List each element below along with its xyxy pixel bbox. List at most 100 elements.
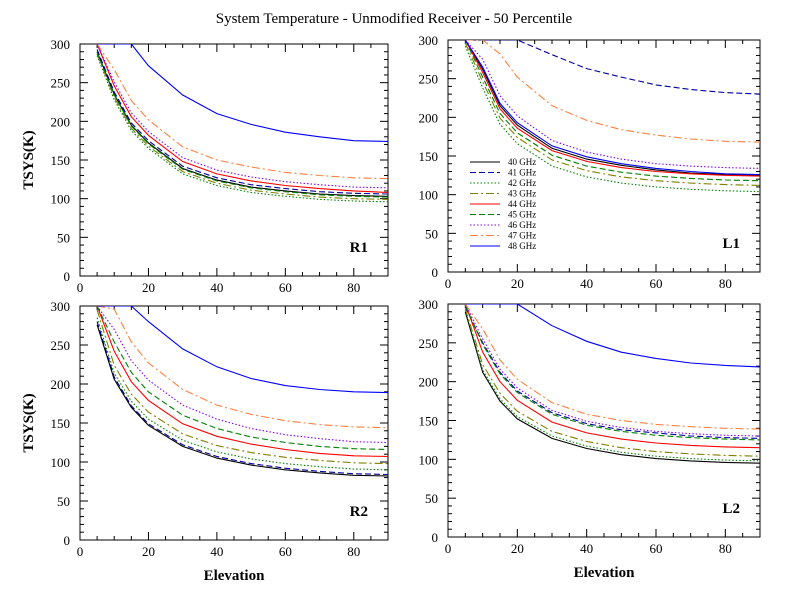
legend-entry: 47 GHz (508, 231, 536, 241)
panel-label: L1 (722, 236, 740, 252)
series-line-42-ghz (464, 310, 760, 462)
y-tick-label: 0 (432, 530, 439, 545)
series-line-41-ghz (465, 40, 760, 95)
series-line-46-ghz (464, 304, 760, 437)
series-line-42-ghz (464, 45, 760, 193)
series-group (96, 306, 388, 477)
series-line-47-ghz (465, 40, 760, 143)
legend-entry: 44 GHz (508, 199, 536, 209)
plot-frame (79, 305, 389, 541)
series-line-40-ghz (96, 324, 388, 477)
panel-l2: 0 20 40 60 80 0 50 100 150 200 250 300 L2 Elevation (419, 297, 761, 581)
legend-entry: 42 GHz (508, 178, 536, 188)
x-tick-label: 80 (719, 541, 732, 556)
legend-entry: 48 GHz (508, 241, 536, 251)
y-tick-label: 150 (419, 149, 439, 164)
x-tick-label: 60 (650, 541, 663, 556)
panel-label: L2 (722, 501, 740, 517)
y-tick-label: 150 (51, 416, 71, 431)
x-tick-label: 20 (511, 541, 524, 556)
series-group (96, 44, 388, 203)
series-line-45-ghz (96, 306, 388, 451)
x-tick-label: 40 (580, 541, 593, 556)
y-tick-label: 300 (51, 299, 71, 314)
x-tick-label: 40 (210, 544, 223, 559)
legend-entry: 41 GHz (508, 168, 536, 178)
series-line-43-ghz (464, 42, 760, 186)
series-line-40-ghz (96, 51, 388, 197)
series-line-44-ghz (96, 306, 388, 458)
y-tick-label: 100 (419, 452, 439, 467)
y-tick-label: 250 (51, 76, 71, 91)
x-tick-label: 20 (511, 276, 524, 291)
y-tick-label: 0 (64, 533, 71, 548)
y-tick-label: 50 (425, 226, 438, 241)
y-axis-label: TSYS(K) (21, 393, 37, 452)
panel-label: R2 (350, 504, 368, 520)
series-line-47-ghz (464, 304, 760, 430)
x-tick-label: 80 (347, 544, 360, 559)
series-line-41-ghz (96, 49, 388, 195)
panel-r2: 0 20 40 60 80 0 50 100 150 200 250 300 R2 TSYS(K) Elev… (21, 299, 389, 584)
legend-entry: 46 GHz (508, 220, 536, 230)
x-tick-label: 60 (279, 544, 292, 559)
y-tick-label: 100 (51, 192, 71, 207)
x-tick-label: 0 (445, 541, 452, 556)
y-tick-label: 200 (51, 114, 71, 129)
series-line-40-ghz (464, 40, 760, 176)
y-tick-label: 200 (419, 110, 439, 125)
series-line-40-ghz (464, 311, 760, 464)
series-line-42-ghz (96, 317, 388, 471)
x-tick-label: 20 (142, 280, 155, 295)
x-tick-label: 20 (142, 544, 155, 559)
series-line-46-ghz (96, 44, 388, 189)
figure-title: System Temperature - Unmodified Receiver… (216, 11, 573, 27)
series-group (464, 40, 760, 193)
series-line-45-ghz (464, 305, 760, 441)
y-tick-label: 250 (51, 338, 71, 353)
x-tick-label: 60 (650, 276, 663, 291)
series-line-45-ghz (96, 52, 388, 198)
series-line-43-ghz (464, 308, 760, 457)
series-line-48-ghz (464, 40, 760, 176)
x-tick-label: 0 (445, 276, 452, 291)
legend-entry: 43 GHz (508, 189, 536, 199)
y-tick-label: 50 (57, 230, 70, 245)
series-line-48-ghz (97, 44, 388, 142)
y-tick-label: 100 (419, 188, 439, 203)
series-line-48-ghz (465, 304, 760, 368)
x-tick-label: 40 (580, 276, 593, 291)
y-tick-label: 300 (419, 297, 439, 312)
panel-r1: 0 20 40 60 80 0 50 100 150 200 250 300 R1 TSYS(K) (21, 37, 389, 295)
series-line-44-ghz (464, 40, 760, 177)
series-line-47-ghz (96, 44, 388, 180)
x-tick-label: 40 (210, 280, 223, 295)
panel-label: R1 (350, 240, 368, 256)
x-axis-label: Elevation (204, 568, 265, 584)
y-tick-label: 150 (419, 414, 439, 429)
y-tick-label: 200 (419, 375, 439, 390)
series-group (464, 304, 760, 464)
x-tick-label: 80 (347, 280, 360, 295)
y-tick-label: 200 (51, 377, 71, 392)
x-tick-label: 60 (279, 280, 292, 295)
series-line-47-ghz (97, 306, 388, 429)
x-tick-label: 80 (719, 276, 732, 291)
series-line-48-ghz (97, 306, 388, 394)
y-tick-label: 250 (419, 336, 439, 351)
series-line-41-ghz (96, 321, 388, 476)
x-tick-label: 0 (77, 280, 84, 295)
x-tick-label: 0 (77, 544, 84, 559)
series-line-44-ghz (464, 304, 760, 449)
series-line-44-ghz (96, 44, 388, 194)
y-tick-label: 250 (419, 72, 439, 87)
legend-entry: 45 GHz (508, 210, 536, 220)
series-line-42-ghz (96, 55, 388, 203)
y-tick-label: 100 (51, 455, 71, 470)
y-tick-label: 0 (64, 269, 71, 284)
series-line-43-ghz (96, 309, 388, 465)
series-line-43-ghz (96, 53, 388, 200)
series-line-41-ghz (464, 306, 760, 439)
